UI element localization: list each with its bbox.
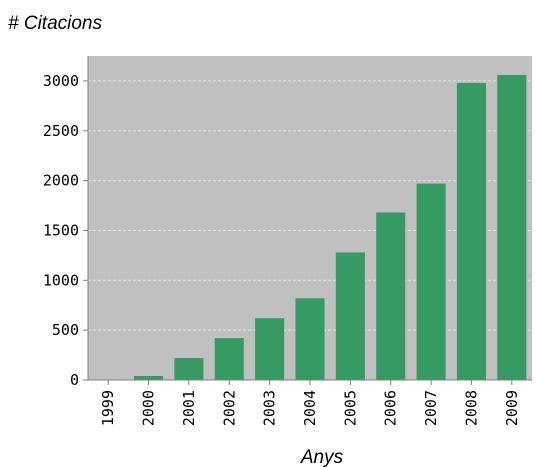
bar-2004 <box>295 298 325 380</box>
x-tick-labels: 1999 2000 2001 2002 2003 2004 2005 2006 2007 2008… <box>99 390 521 426</box>
x-tick-label: 2008 <box>462 390 480 426</box>
bar-2009 <box>497 74 527 381</box>
bars <box>134 74 527 381</box>
y-tick-labels: 0 500 1000 1500 2000 2500 3000 <box>43 72 79 389</box>
x-tick-label: 2000 <box>140 390 158 426</box>
y-tick-label: 2000 <box>43 172 79 190</box>
x-tick-label: 2007 <box>422 390 440 426</box>
x-tick-label: 2005 <box>341 390 359 426</box>
x-axis-label: Anys <box>300 447 344 467</box>
x-tick-label: 2003 <box>261 390 279 426</box>
x-tick-label: 1999 <box>99 390 117 426</box>
y-axis-label: # Citacions <box>8 13 102 34</box>
bar-2001 <box>174 358 204 380</box>
y-tick-label: 1500 <box>43 221 79 239</box>
y-tick-label: 3000 <box>43 72 79 90</box>
bar-2007 <box>416 183 446 380</box>
bar-2000 <box>134 376 164 380</box>
y-tick-label: 500 <box>52 321 79 339</box>
bar-2008 <box>456 82 486 380</box>
x-tick-label: 2002 <box>220 390 238 426</box>
bar-2003 <box>255 318 285 380</box>
bar-2005 <box>335 252 365 380</box>
bar-2002 <box>214 338 244 380</box>
x-tick-label: 2001 <box>180 390 198 426</box>
axes <box>83 56 532 385</box>
y-tick-label: 1000 <box>43 271 79 289</box>
x-tick-label: 2006 <box>382 390 400 426</box>
y-tick-label: 2500 <box>43 122 79 140</box>
bar-2006 <box>376 212 406 380</box>
x-tick-label: 2009 <box>503 390 521 426</box>
x-tick-label: 2004 <box>301 390 319 426</box>
y-tick-label: 0 <box>70 371 79 389</box>
